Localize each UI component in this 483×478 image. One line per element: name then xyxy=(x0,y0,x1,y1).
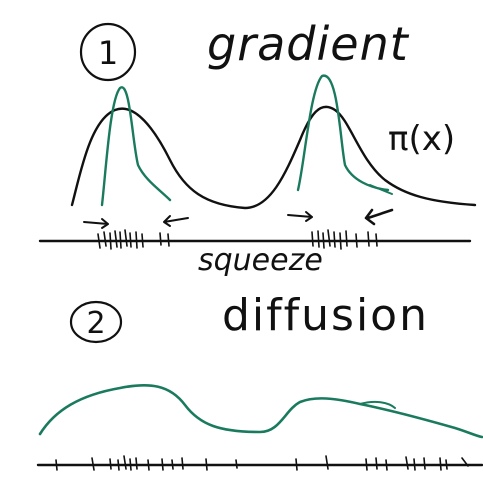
arrow-left-2 xyxy=(364,208,394,226)
step1-sample-ticks xyxy=(97,229,378,250)
step2-title: diffusion xyxy=(222,290,429,341)
arrow-right-2 xyxy=(287,211,313,222)
step2-number-circle xyxy=(69,300,123,344)
sample-density-overlap-stroke xyxy=(369,184,393,195)
pi-x-label: π(x) xyxy=(388,119,455,159)
step1-number: 1 xyxy=(98,34,118,72)
squeeze-label: squeeze xyxy=(198,243,323,278)
target-density-curve xyxy=(70,105,477,210)
sample-density-curve-left xyxy=(100,86,172,207)
arrow-left-1 xyxy=(163,215,189,227)
arrow-right-1 xyxy=(83,218,109,229)
step2-number: 2 xyxy=(86,306,105,341)
sample-density-curve-right xyxy=(296,74,390,192)
step1-number-circle xyxy=(79,22,137,82)
squeeze-arrows xyxy=(83,208,394,229)
step2-sample-ticks xyxy=(55,455,469,471)
step2-section: 2 diffusion xyxy=(36,290,483,471)
diffused-density-curve xyxy=(38,383,483,439)
step1-section: 1 gradient π(x) squeeze xyxy=(38,17,477,278)
diffused-density-loop xyxy=(359,400,396,409)
step1-title: gradient xyxy=(207,17,410,71)
